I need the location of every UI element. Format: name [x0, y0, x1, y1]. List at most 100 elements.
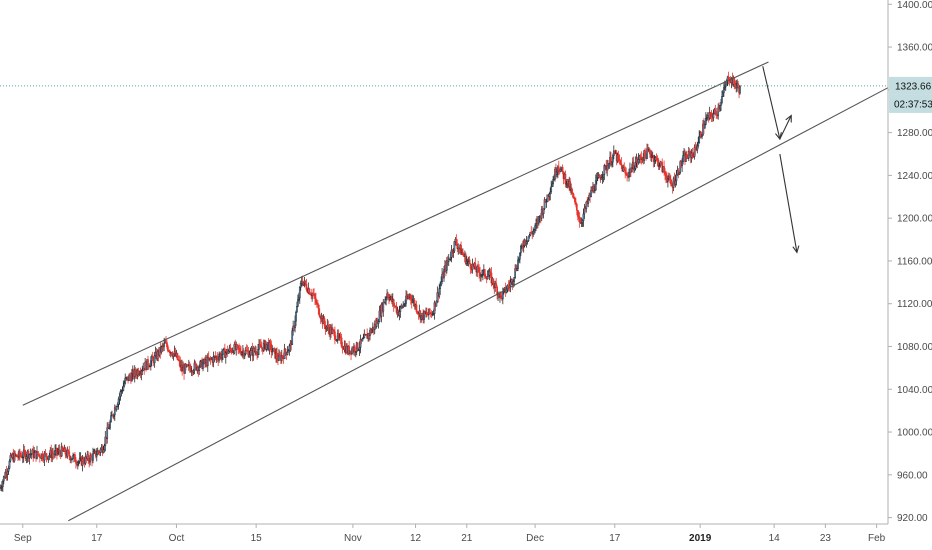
candle-up — [486, 276, 489, 280]
candle-down — [41, 453, 44, 460]
candle-up — [278, 355, 280, 361]
candle-up — [509, 281, 512, 287]
candle-down — [413, 300, 416, 307]
breakdown-down-arrow[interactable] — [779, 153, 798, 253]
candle-up — [603, 165, 606, 175]
candle-up — [286, 351, 289, 355]
candle-up — [248, 354, 251, 358]
candle-up — [445, 260, 448, 271]
candle-down — [496, 286, 498, 296]
candle-up — [512, 281, 515, 285]
candle-down — [387, 293, 389, 298]
candle-up — [681, 161, 683, 167]
candle-down — [474, 263, 477, 270]
candle-down — [356, 342, 359, 351]
candle-up — [33, 452, 36, 458]
bar-countdown-badge — [889, 94, 932, 113]
time-tick-label: 2019 — [689, 533, 712, 544]
candle-up — [399, 306, 402, 312]
candle-up — [291, 330, 294, 346]
candle-down — [284, 348, 287, 353]
candle-up — [594, 180, 597, 191]
candle-down — [255, 350, 258, 354]
candle-down — [305, 284, 308, 290]
near-term-down-arrow[interactable] — [762, 66, 781, 140]
time-tick-label: Dec — [526, 533, 544, 544]
candle-up — [630, 167, 633, 173]
candle-up — [697, 142, 700, 147]
candle-down — [617, 154, 620, 160]
candle-up — [92, 453, 94, 461]
candle-up — [719, 105, 721, 110]
near-term-up-arrow[interactable] — [779, 115, 792, 140]
candle-down — [663, 166, 665, 173]
candle-up — [398, 311, 401, 316]
candle-down — [23, 449, 26, 453]
candle-down — [166, 342, 168, 348]
candle-down — [483, 269, 486, 277]
candle-up — [704, 124, 706, 129]
candle-up — [551, 183, 554, 187]
candle-down — [74, 454, 76, 462]
candle-up — [435, 300, 438, 307]
candle-down — [644, 150, 646, 155]
candle-up — [54, 450, 56, 455]
candle-up — [550, 186, 553, 193]
candle-up — [153, 355, 156, 364]
candle-up — [739, 86, 741, 94]
candle-down — [318, 313, 321, 318]
candle-up — [109, 421, 111, 429]
candle-up — [447, 258, 450, 262]
candle-up — [423, 311, 425, 320]
candle-up — [76, 462, 79, 465]
candle-up — [131, 373, 133, 382]
candle-down — [176, 352, 179, 360]
candle-up — [30, 453, 33, 456]
candle-down — [623, 167, 626, 170]
candle-down — [392, 299, 395, 306]
price-tick-label: 1240.00 — [897, 171, 932, 182]
candle-down — [500, 292, 502, 297]
candle-up — [720, 102, 722, 106]
candle-up — [543, 199, 546, 209]
candle-up — [552, 179, 554, 185]
candle-down — [167, 346, 169, 352]
candle-up — [519, 246, 522, 254]
breakdown-down-arrowhead — [792, 245, 800, 254]
candle-up — [438, 288, 441, 297]
candle-down — [45, 453, 48, 457]
time-tick-label: Sep — [14, 533, 32, 544]
candle-up — [221, 354, 223, 359]
candle-down — [323, 318, 326, 326]
candle-up — [119, 391, 122, 397]
candle-up — [72, 455, 74, 460]
candle-down — [341, 346, 344, 349]
candle-down — [151, 356, 154, 359]
candle-down — [462, 252, 464, 255]
upper-channel-line[interactable] — [22, 61, 769, 406]
lower-channel-line[interactable] — [68, 87, 889, 522]
candle-up — [698, 136, 701, 144]
candle-down — [670, 183, 673, 187]
candle-up — [298, 287, 301, 299]
price-tick-label: 1280.00 — [897, 128, 932, 139]
candle-down — [82, 458, 85, 463]
candle-up — [302, 282, 305, 286]
candle-up — [723, 87, 725, 94]
candle-down — [16, 454, 18, 457]
candle-down — [147, 359, 149, 367]
price-tick-label: 1080.00 — [897, 342, 932, 353]
candle-down — [61, 446, 64, 450]
candle-down — [478, 267, 480, 273]
time-tick-label: 17 — [609, 533, 621, 544]
candle-down — [348, 346, 350, 354]
candle-up — [95, 454, 98, 457]
candle-down — [455, 238, 458, 245]
price-tick-label: 1400.00 — [897, 0, 932, 11]
candle-down — [134, 369, 137, 374]
candle-up — [637, 159, 640, 163]
candle-down — [571, 189, 573, 194]
time-axis[interactable]: Sep 17 Oct 15 Nov 12 21 Dec 17 2019 14 23 Feb — [14, 524, 886, 544]
time-tick-label: 14 — [769, 533, 781, 544]
